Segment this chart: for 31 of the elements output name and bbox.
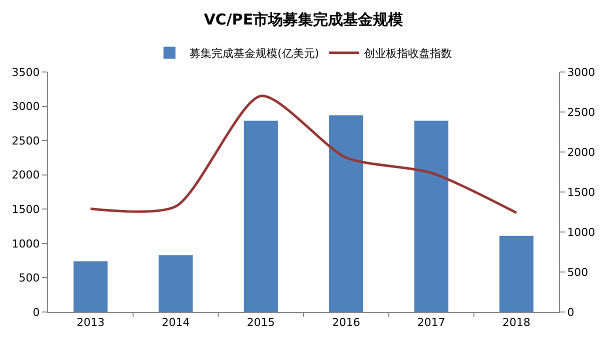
y-tick-label: 1000	[12, 237, 40, 250]
bar	[499, 236, 534, 312]
y2-tick-label: 0	[567, 306, 574, 319]
legend-label: 创业板指收盘指数	[364, 46, 452, 60]
y2-tick-label: 2500	[567, 106, 596, 119]
bar	[329, 115, 364, 312]
x-tick-label: 2013	[76, 316, 105, 330]
y-tick-label: 1500	[12, 202, 40, 216]
bar	[74, 261, 108, 312]
bar	[244, 120, 278, 312]
y2-tick-label: 500	[567, 266, 588, 279]
x-tick-label: 2018	[502, 316, 530, 330]
x-tick-label: 2016	[332, 316, 360, 330]
y2-tick-label: 2000	[567, 146, 596, 159]
x-tick-label: 2014	[162, 316, 190, 330]
y-tick-label: 2500	[12, 134, 40, 148]
bar	[158, 255, 193, 312]
y2-tick-label: 1000	[567, 226, 596, 239]
legend-label: 募集完成基金规模(亿美元)	[190, 46, 320, 60]
x-tick-label: 2017	[417, 316, 446, 330]
y-tick-label: 2000	[12, 168, 40, 182]
bar	[414, 120, 448, 312]
line-series	[89, 94, 518, 214]
y-tick-label: 3500	[12, 66, 40, 79]
y2-tick-label: 1500	[567, 186, 596, 199]
y2-tick-label: 3000	[567, 66, 596, 79]
x-tick-label: 2015	[246, 316, 275, 330]
y-tick-label: 0	[32, 306, 40, 319]
chart-title: VC/PE市场募集完成基金规模	[204, 10, 404, 28]
y-tick-label: 500	[18, 272, 40, 285]
y-tick-label: 3000	[12, 100, 40, 114]
